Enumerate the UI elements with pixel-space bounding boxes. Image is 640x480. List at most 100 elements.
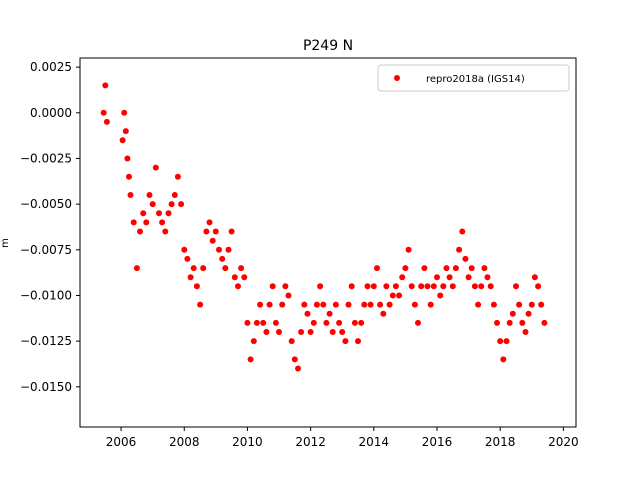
data-point (320, 301, 327, 308)
data-point (430, 283, 437, 290)
data-point (238, 265, 245, 272)
data-point (143, 219, 150, 226)
data-point (165, 210, 172, 217)
data-point (415, 319, 421, 326)
y-tick-label: 0.0000 (30, 106, 72, 120)
data-point (171, 192, 178, 198)
data-point (513, 283, 519, 290)
data-point (279, 301, 286, 308)
data-point (209, 237, 216, 244)
data-point (506, 319, 513, 326)
data-point (235, 283, 241, 290)
data-point (494, 319, 500, 326)
data-point (497, 338, 504, 345)
legend-marker (394, 75, 400, 81)
data-point (168, 201, 175, 208)
legend-label: repro2018a (IGS14) (426, 74, 525, 85)
data-point (462, 255, 469, 262)
data-point (102, 82, 109, 89)
data-point (298, 329, 305, 335)
y-tick-label: −0.0050 (20, 197, 72, 211)
data-point (162, 228, 169, 235)
data-point (222, 265, 229, 272)
data-point (452, 265, 459, 272)
y-tick-label: −0.0075 (20, 243, 72, 257)
data-point (392, 283, 399, 290)
y-tick-label: 0.0025 (30, 60, 72, 74)
data-point (484, 274, 491, 281)
data-point (516, 301, 523, 308)
y-tick-label: −0.0100 (20, 288, 72, 302)
data-point (126, 173, 132, 180)
data-point (358, 319, 365, 326)
data-point (291, 356, 298, 363)
data-point (304, 310, 311, 317)
data-point (156, 210, 162, 217)
data-point (124, 155, 131, 162)
data-point (538, 301, 545, 308)
data-point (178, 201, 185, 208)
x-tick-label: 2016 (422, 435, 453, 449)
data-point (219, 255, 226, 262)
data-point (386, 301, 393, 308)
data-point (396, 292, 403, 299)
data-point (528, 301, 535, 308)
data-point (468, 265, 475, 272)
data-point (446, 274, 453, 281)
data-point (389, 292, 396, 299)
scatter-points (100, 82, 548, 372)
data-point (228, 228, 235, 235)
data-point (471, 283, 478, 290)
data-point (405, 246, 412, 253)
data-point (253, 319, 260, 326)
data-point (288, 338, 295, 345)
data-point (285, 292, 292, 299)
legend-box (377, 64, 570, 92)
data-point (421, 265, 428, 272)
data-point (301, 301, 308, 308)
data-point (509, 310, 516, 317)
data-point (383, 283, 390, 290)
data-point (361, 301, 368, 308)
data-point (440, 283, 447, 290)
data-point (184, 255, 191, 262)
data-point (443, 265, 450, 272)
data-point (295, 365, 301, 372)
data-point (345, 301, 352, 308)
data-point (133, 265, 140, 272)
data-point (487, 283, 494, 290)
data-point (159, 219, 166, 226)
data-point (348, 283, 355, 290)
x-tick-label: 2020 (548, 435, 579, 449)
data-point (149, 201, 156, 208)
x-tick-label: 2010 (232, 435, 263, 449)
data-point (140, 210, 147, 217)
y-tick-label: −0.0125 (20, 334, 72, 348)
data-point (411, 301, 418, 308)
data-point (307, 329, 314, 335)
data-point (200, 265, 207, 272)
data-point (408, 283, 415, 290)
y-axis-label: m (0, 238, 11, 248)
chart-title: P249 N (303, 38, 353, 54)
data-point (146, 192, 153, 198)
x-tick-label: 2012 (295, 435, 326, 449)
data-point (276, 329, 282, 335)
data-point (121, 109, 128, 116)
x-tick-label: 2014 (359, 435, 390, 449)
data-point (317, 283, 324, 290)
data-point (500, 356, 507, 363)
data-point (525, 310, 532, 317)
data-point (531, 274, 538, 281)
data-point (231, 274, 238, 281)
data-point (370, 283, 377, 290)
x-tick-label: 2008 (169, 435, 200, 449)
data-point (481, 265, 488, 272)
data-point (127, 192, 134, 198)
data-point (374, 265, 380, 272)
data-point (367, 301, 374, 308)
x-tick-label: 2006 (106, 435, 137, 449)
data-point (535, 283, 542, 290)
data-point (244, 319, 251, 326)
